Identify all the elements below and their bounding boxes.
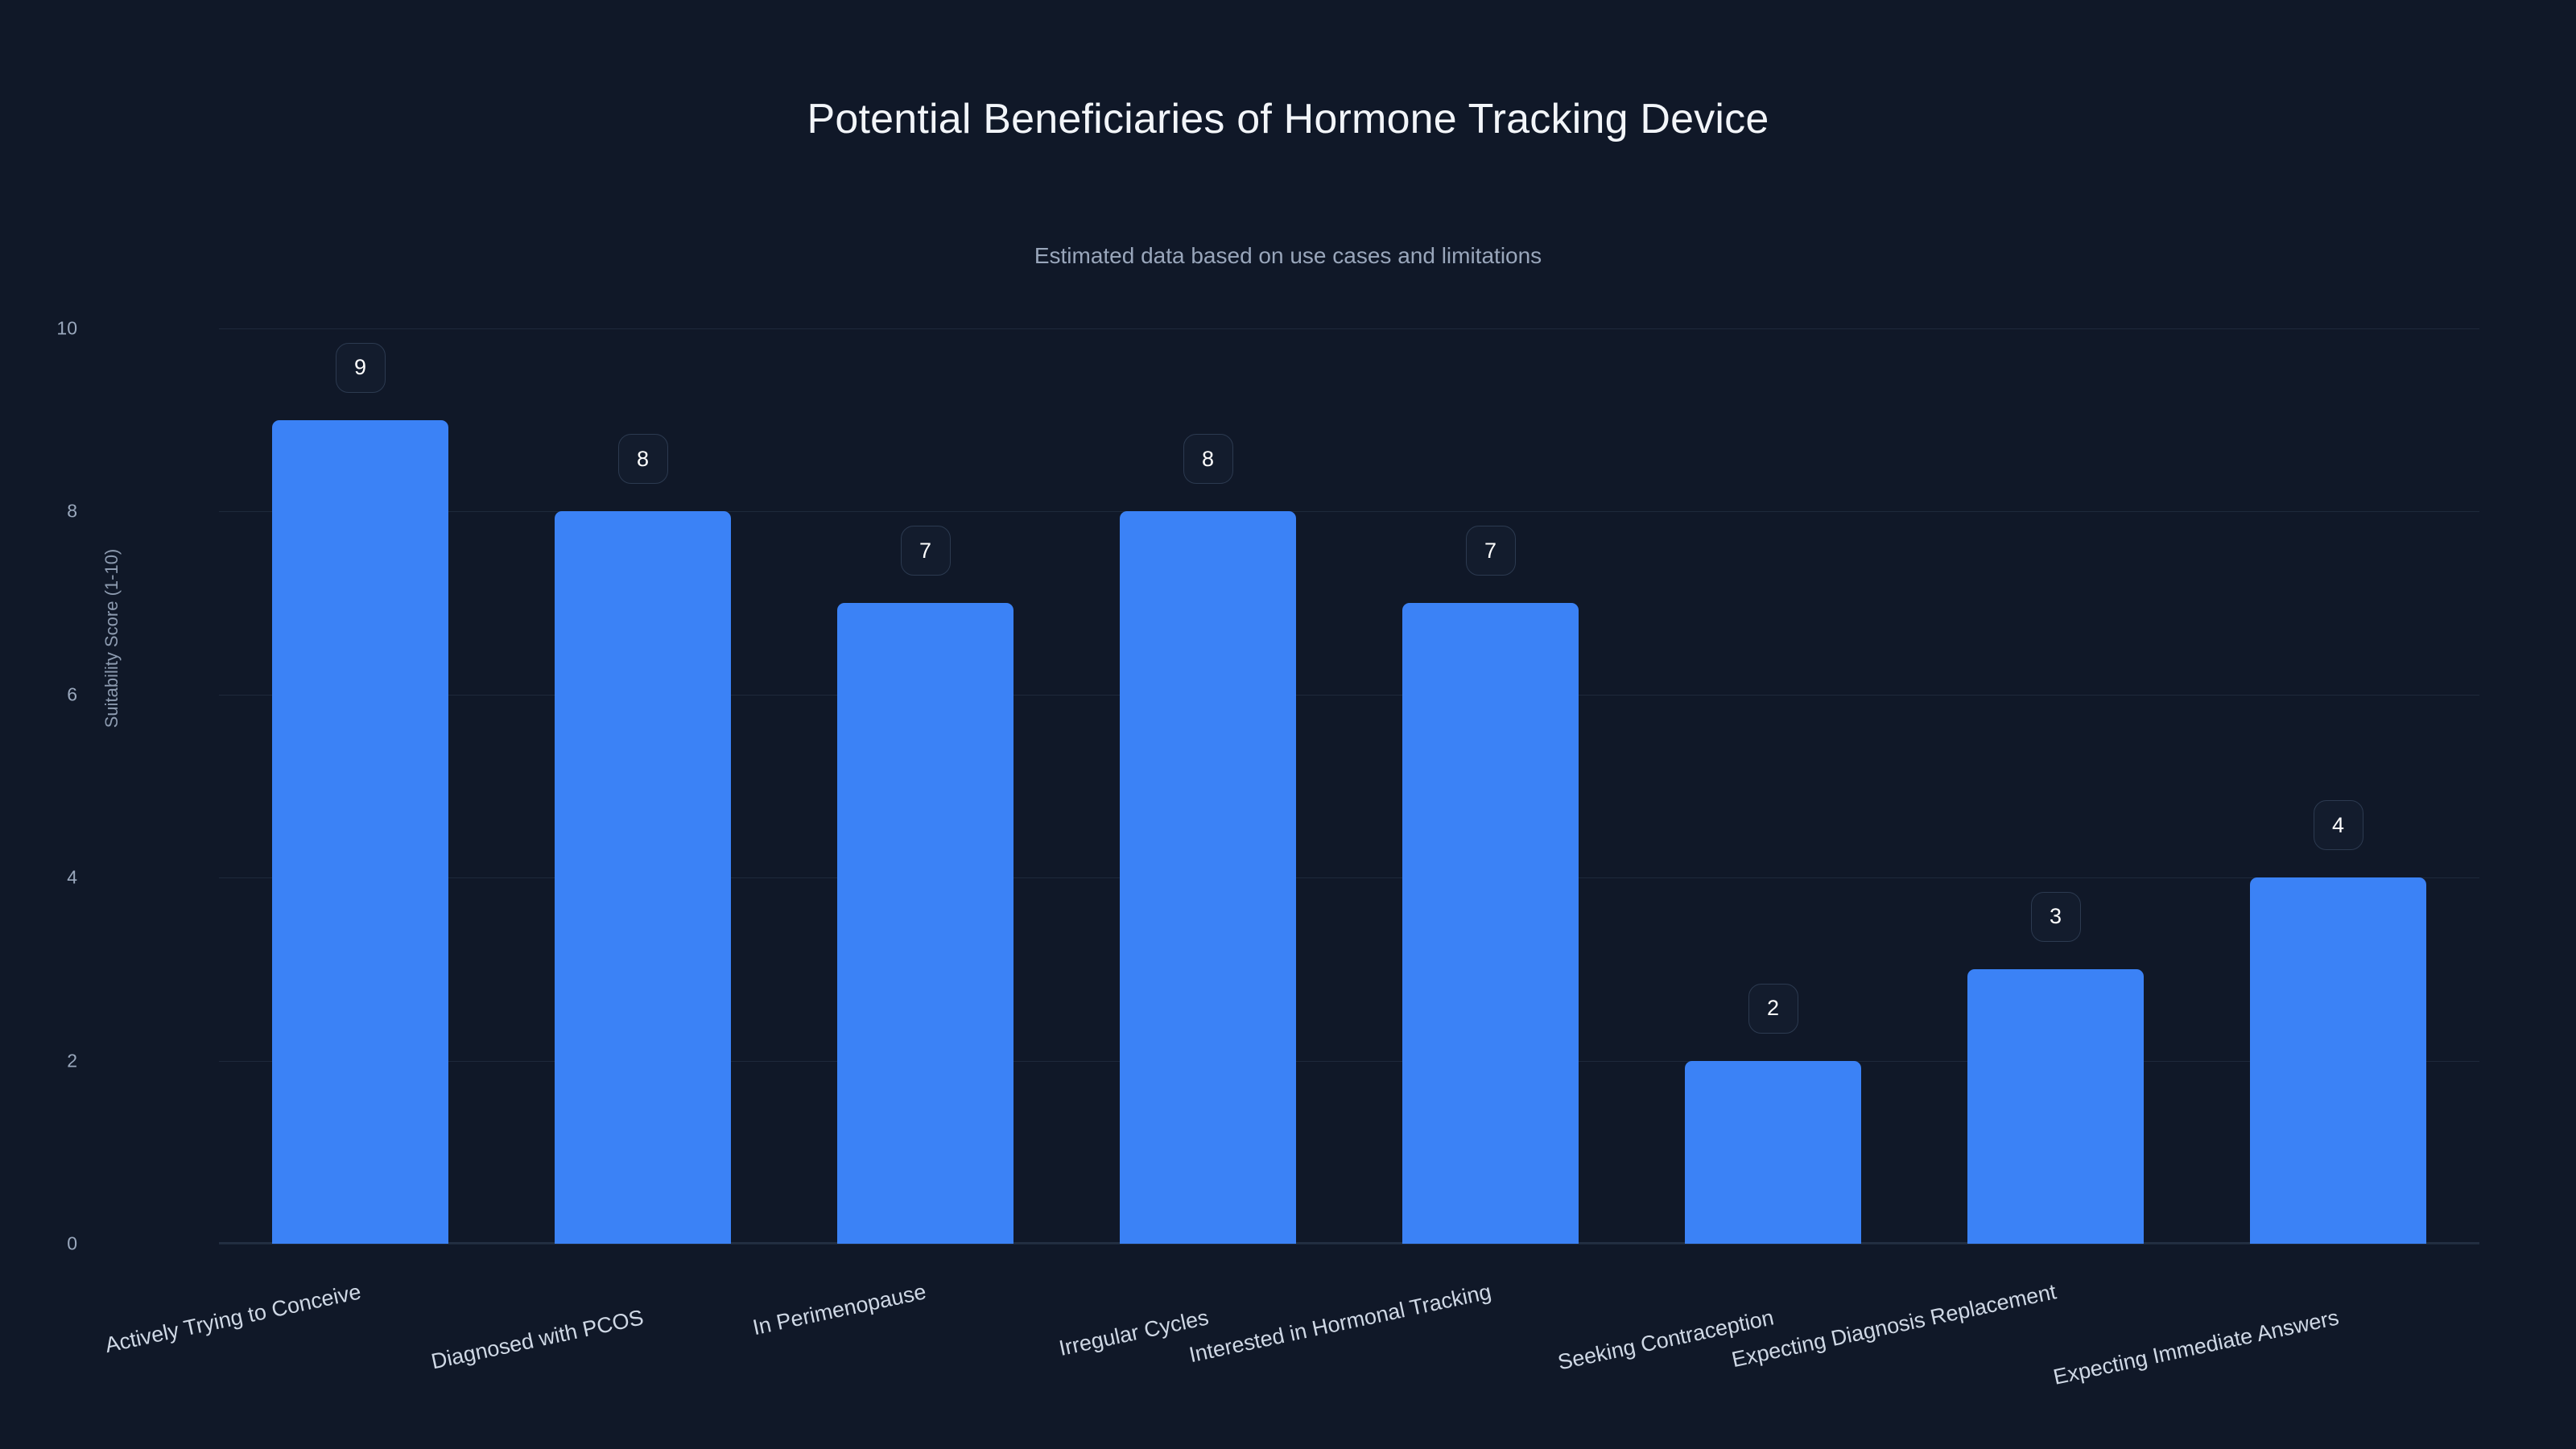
bar-value-label: 3 (2030, 891, 2081, 942)
chart-subtitle: Estimated data based on use cases and li… (1034, 243, 1542, 268)
bar[interactable] (271, 419, 449, 1244)
gridline (219, 511, 2479, 513)
bar-group[interactable]: 3 (1967, 328, 2145, 1244)
bar-group[interactable]: 9 (271, 328, 449, 1244)
y-tick-label: 4 (67, 866, 77, 888)
bar-group[interactable]: 8 (1119, 328, 1297, 1244)
bar-value-label: 7 (1465, 526, 1516, 576)
bar[interactable] (1684, 1060, 1862, 1244)
bar[interactable] (1967, 968, 2145, 1244)
bar[interactable] (2249, 877, 2427, 1244)
bar-value-label: 9 (335, 342, 386, 393)
gridline (219, 1244, 2479, 1245)
plot-area: 9 8 7 8 7 2 3 4 (219, 328, 2479, 1245)
bar-group[interactable]: 8 (554, 328, 732, 1244)
chart-title: Potential Beneficiaries of Hormone Track… (807, 96, 1769, 142)
bar[interactable] (554, 511, 732, 1244)
bar-value-label: 7 (900, 526, 951, 576)
y-tick-label: 0 (67, 1232, 77, 1254)
gridline (219, 1060, 2479, 1062)
bar-value-label: 2 (1748, 983, 1798, 1034)
gridline (219, 694, 2479, 696)
bar[interactable] (1402, 603, 1579, 1244)
y-tick-label: 6 (67, 683, 77, 705)
bar-value-label: 8 (1183, 434, 1233, 485)
bar-value-label: 8 (617, 434, 668, 485)
y-tick-label: 10 (56, 317, 77, 339)
gridline (219, 328, 2479, 329)
bar-group[interactable]: 4 (2249, 328, 2427, 1244)
x-axis-labels: Actively Trying to Conceive Diagnosed wit… (102, 1244, 2479, 1449)
y-tick-label: 8 (67, 500, 77, 522)
bar-group[interactable]: 2 (1684, 328, 1862, 1244)
bar[interactable] (836, 603, 1014, 1244)
y-tick-label: 2 (67, 1050, 77, 1071)
bar-group[interactable]: 7 (1402, 328, 1579, 1244)
bar-group[interactable]: 7 (836, 328, 1014, 1244)
y-axis-title: Suitability Score (1-10) (101, 548, 122, 729)
gridline (219, 877, 2479, 879)
bar-value-label: 4 (2313, 800, 2363, 851)
axis-baseline (219, 1242, 2479, 1244)
bar[interactable] (1119, 511, 1297, 1244)
